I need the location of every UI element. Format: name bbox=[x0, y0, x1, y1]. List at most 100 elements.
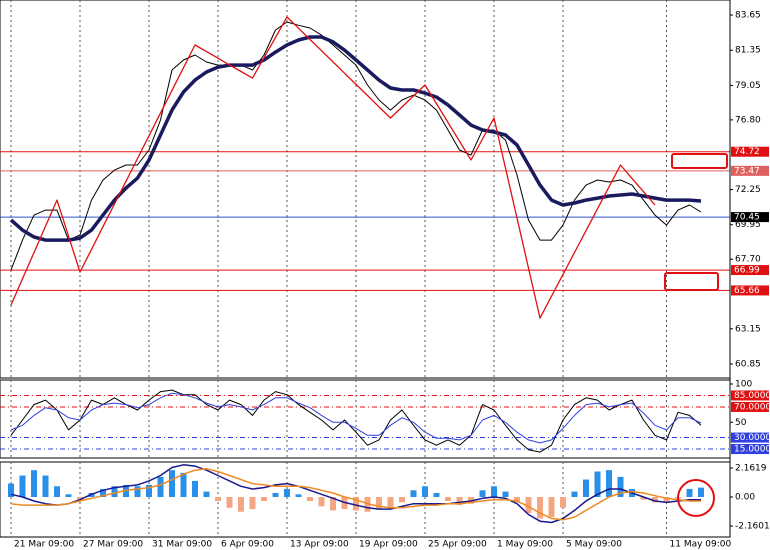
histogram-bar bbox=[686, 488, 693, 498]
y-tick-label: 67.70 bbox=[735, 255, 761, 265]
histogram-bar bbox=[353, 497, 359, 511]
histogram-bar bbox=[226, 497, 233, 508]
y-tick-label: 100 bbox=[735, 379, 752, 389]
histogram-bar bbox=[42, 475, 49, 498]
x-tick-label: 1 May 09:00 bbox=[497, 540, 553, 550]
histogram-bar bbox=[479, 490, 486, 498]
histogram-bar bbox=[514, 497, 520, 503]
histogram-bar bbox=[238, 497, 244, 512]
level-tag bbox=[731, 212, 769, 223]
histogram-bar bbox=[146, 484, 152, 498]
histogram-bar bbox=[19, 475, 26, 498]
y-tick-label: 69.95 bbox=[735, 220, 761, 230]
histogram-bar bbox=[180, 472, 187, 498]
level-tag bbox=[731, 165, 769, 176]
y-tick-label: 81.35 bbox=[735, 46, 761, 56]
y-tick-label: -2.1601 bbox=[735, 521, 770, 531]
histogram-bar bbox=[77, 497, 83, 500]
y-tick-label: 0.00 bbox=[735, 493, 755, 503]
histogram-bar bbox=[272, 492, 279, 498]
x-tick-label: 21 Mar 09:00 bbox=[14, 540, 74, 550]
histogram-bar bbox=[318, 497, 325, 507]
level-tag bbox=[731, 146, 769, 157]
highlight-box bbox=[664, 272, 719, 291]
histogram-bar bbox=[663, 497, 670, 503]
x-tick-label: 6 Apr 09:00 bbox=[221, 540, 274, 550]
histogram-bar bbox=[410, 490, 417, 498]
y-tick-label: 63.15 bbox=[735, 324, 761, 334]
y-tick-label: 2.1619 bbox=[735, 463, 767, 473]
histogram-bar bbox=[8, 483, 14, 498]
level-label: 65.66 bbox=[734, 286, 760, 296]
histogram-bar bbox=[594, 471, 601, 498]
highlight-box bbox=[671, 153, 728, 169]
level-tag bbox=[731, 285, 769, 296]
histogram-bar bbox=[652, 497, 658, 503]
histogram-bar bbox=[617, 476, 624, 498]
histogram-bar bbox=[445, 497, 451, 502]
x-tick-label: 27 Mar 09:00 bbox=[83, 540, 143, 550]
histogram-bar bbox=[537, 497, 543, 519]
level-label: 70.0000 bbox=[734, 402, 770, 412]
histogram-bar bbox=[560, 497, 566, 508]
level-tag bbox=[731, 432, 769, 443]
histogram-bar bbox=[249, 497, 256, 510]
x-tick-label: 5 May 09:00 bbox=[566, 540, 622, 550]
y-tick-label: 83.65 bbox=[735, 11, 761, 21]
histogram-bar bbox=[422, 486, 428, 498]
histogram-bar bbox=[100, 488, 106, 498]
histogram-bar bbox=[330, 497, 336, 511]
series-line bbox=[9, 35, 702, 242]
histogram-bar bbox=[134, 486, 141, 498]
level-tag bbox=[731, 265, 769, 276]
highlight-circle bbox=[677, 479, 715, 517]
level-label: 73.47 bbox=[734, 166, 760, 176]
series-line bbox=[10, 464, 701, 524]
level-label: 85.0000 bbox=[734, 391, 770, 401]
level-tag bbox=[731, 444, 769, 455]
histogram-bar bbox=[548, 497, 555, 518]
histogram-bar bbox=[307, 497, 313, 502]
histogram-bar bbox=[399, 497, 405, 503]
series-line bbox=[10, 16, 656, 319]
histogram-bar bbox=[502, 491, 509, 498]
histogram-bar bbox=[65, 494, 72, 498]
level-label: 30.0000 bbox=[734, 433, 770, 443]
histogram-bar bbox=[491, 486, 497, 498]
histogram-bar bbox=[606, 470, 612, 498]
level-label: 70.45 bbox=[734, 213, 760, 223]
histogram-bar bbox=[376, 497, 382, 510]
histogram-bar bbox=[295, 494, 302, 498]
series-line bbox=[10, 468, 701, 521]
series-line bbox=[10, 21, 702, 271]
y-tick-label: 60.85 bbox=[735, 360, 761, 370]
histogram-bar bbox=[387, 497, 394, 508]
level-tag bbox=[731, 401, 769, 412]
histogram-bar bbox=[284, 488, 290, 498]
panel-frame bbox=[0, 0, 731, 379]
panel-frame bbox=[0, 379, 731, 459]
series-line bbox=[10, 392, 702, 444]
histogram-bar bbox=[215, 497, 221, 502]
x-tick-label: 11 May 09:00 bbox=[670, 540, 732, 550]
histogram-bar bbox=[54, 486, 60, 498]
histogram-bar bbox=[111, 486, 118, 498]
histogram-bar bbox=[698, 487, 704, 498]
y-tick-label: 50 bbox=[735, 418, 747, 428]
y-tick-label: 79.05 bbox=[735, 81, 761, 91]
histogram-bar bbox=[31, 470, 37, 498]
histogram-bar bbox=[525, 497, 532, 514]
x-tick-label: 31 Mar 09:00 bbox=[152, 540, 212, 550]
histogram-bar bbox=[157, 476, 164, 498]
histogram-bar bbox=[169, 470, 175, 498]
x-tick-label: 13 Apr 09:00 bbox=[290, 540, 349, 550]
x-tick-label: 25 Apr 09:00 bbox=[428, 540, 487, 550]
histogram-bar bbox=[640, 497, 647, 500]
histogram-bar bbox=[456, 497, 463, 506]
histogram-bar bbox=[261, 497, 267, 502]
y-tick-label: 76.80 bbox=[735, 115, 761, 125]
level-label: 15.0000 bbox=[734, 445, 770, 455]
level-label: 66.99 bbox=[734, 266, 760, 276]
